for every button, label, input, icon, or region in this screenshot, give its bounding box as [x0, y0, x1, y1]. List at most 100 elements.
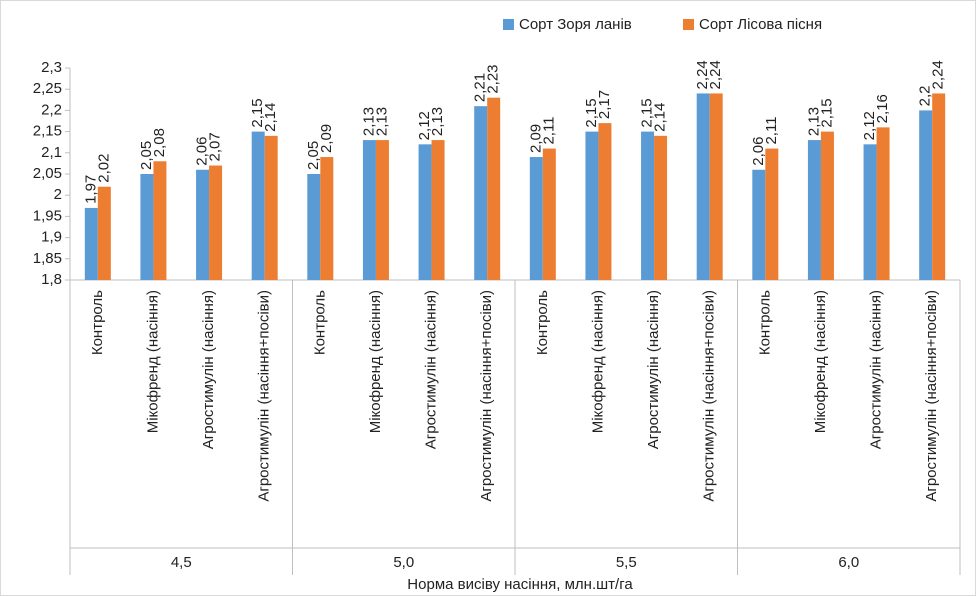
data-label: 2,13	[373, 107, 390, 136]
bar	[598, 123, 612, 281]
bar	[97, 186, 111, 280]
bar	[765, 148, 779, 280]
bar	[375, 140, 389, 280]
group-label: 4,5	[171, 554, 192, 571]
bar	[919, 110, 933, 281]
data-label: 2,08	[151, 128, 168, 157]
x-axis-title: Норма висіву насіння, млн.шт/га	[407, 576, 633, 593]
bar	[196, 169, 210, 280]
bar	[307, 174, 321, 280]
category-label: Агростимулін (насіння+посіви)	[256, 290, 273, 502]
category-label: Агростимулін (насіння)	[423, 290, 440, 449]
bar	[641, 131, 655, 280]
category-label: Агростимулін (насіння)	[200, 290, 217, 449]
data-label: 2,15	[639, 98, 656, 127]
category-label: Контроль	[756, 290, 773, 355]
y-tick-label: 1,8	[41, 271, 62, 288]
bar	[863, 144, 877, 280]
category-label: Мікофренд (насіння)	[144, 290, 161, 433]
data-label: 2,16	[874, 94, 891, 123]
category-label: Мікофренд (насіння)	[812, 290, 829, 433]
bar	[542, 148, 556, 280]
data-label: 2,06	[194, 137, 211, 166]
bar	[140, 174, 154, 280]
bar	[474, 106, 488, 280]
bar	[84, 207, 98, 280]
y-tick-label: 2,05	[33, 165, 62, 182]
bar	[362, 140, 376, 280]
data-label: 2,15	[249, 98, 266, 127]
category-label: Агростимулін (насіння+посіви)	[701, 290, 718, 502]
y-tick-label: 2,1	[41, 144, 62, 161]
data-label: 2,05	[138, 141, 155, 170]
bar	[807, 140, 821, 280]
data-label: 2,12	[861, 111, 878, 140]
bar	[251, 131, 265, 280]
data-label: 2,14	[652, 103, 669, 132]
data-label: 2,09	[318, 124, 335, 153]
bar	[654, 135, 668, 280]
data-label: 2,09	[527, 124, 544, 153]
bar	[209, 165, 223, 280]
bar	[932, 93, 946, 280]
category-label: Контроль	[311, 290, 328, 355]
bar	[418, 144, 432, 280]
data-label: 2,23	[485, 64, 502, 93]
bar	[709, 93, 723, 280]
data-label: 2,12	[416, 111, 433, 140]
category-label: Агростимулін (насіння)	[868, 290, 885, 449]
data-label: 2,02	[95, 154, 112, 183]
category-label: Агростимулін (насіння+посіви)	[478, 290, 495, 502]
group-label: 5,0	[393, 554, 414, 571]
bar	[431, 140, 445, 280]
bar	[320, 157, 334, 280]
bar	[696, 93, 710, 280]
data-label: 2,05	[305, 141, 322, 170]
group-label: 6,0	[838, 554, 859, 571]
legend-swatch	[683, 19, 694, 30]
y-tick-label: 1,9	[41, 229, 62, 246]
bar	[487, 97, 501, 281]
data-label: 2,15	[818, 98, 835, 127]
category-label: Агростимулін (насіння)	[645, 290, 662, 449]
bar	[585, 131, 599, 280]
data-label: 2,24	[707, 60, 724, 89]
legend-label: Сорт Лісова пісня	[699, 16, 822, 33]
bar	[153, 161, 167, 280]
data-label: 2,13	[429, 107, 446, 136]
category-label: Контроль	[534, 290, 551, 355]
legend-swatch	[503, 19, 514, 30]
legend-label: Сорт Зоря ланів	[519, 16, 632, 33]
y-tick-label: 2,3	[41, 59, 62, 76]
data-label: 2,11	[763, 116, 780, 144]
category-label: Агростимулін (насіння+посіви)	[923, 290, 940, 502]
bar	[529, 157, 543, 280]
bar	[264, 135, 278, 280]
y-tick-label: 1,95	[33, 207, 62, 224]
y-tick-label: 2,2	[41, 101, 62, 118]
data-label: 1,97	[82, 175, 99, 204]
category-label: Мікофренд (насіння)	[589, 290, 606, 433]
data-label: 2,2	[917, 86, 934, 107]
y-tick-label: 1,85	[33, 250, 62, 267]
data-label: 2,17	[596, 90, 613, 119]
data-label: 2,21	[472, 73, 489, 102]
data-label: 2,11	[540, 116, 557, 144]
data-label: 2,06	[750, 137, 767, 166]
y-tick-label: 2	[54, 186, 62, 203]
data-label: 2,24	[930, 60, 947, 89]
bar	[820, 131, 834, 280]
category-label: Мікофренд (насіння)	[367, 290, 384, 433]
data-label: 2,14	[262, 103, 279, 132]
data-label: 2,13	[360, 107, 377, 136]
bar	[876, 127, 890, 280]
data-label: 2,15	[583, 98, 600, 127]
data-label: 2,13	[805, 107, 822, 136]
y-tick-label: 2,15	[33, 123, 62, 140]
data-label: 2,24	[694, 60, 711, 89]
category-label: Контроль	[89, 290, 106, 355]
group-label: 5,5	[616, 554, 637, 571]
data-label: 2,07	[207, 132, 224, 161]
